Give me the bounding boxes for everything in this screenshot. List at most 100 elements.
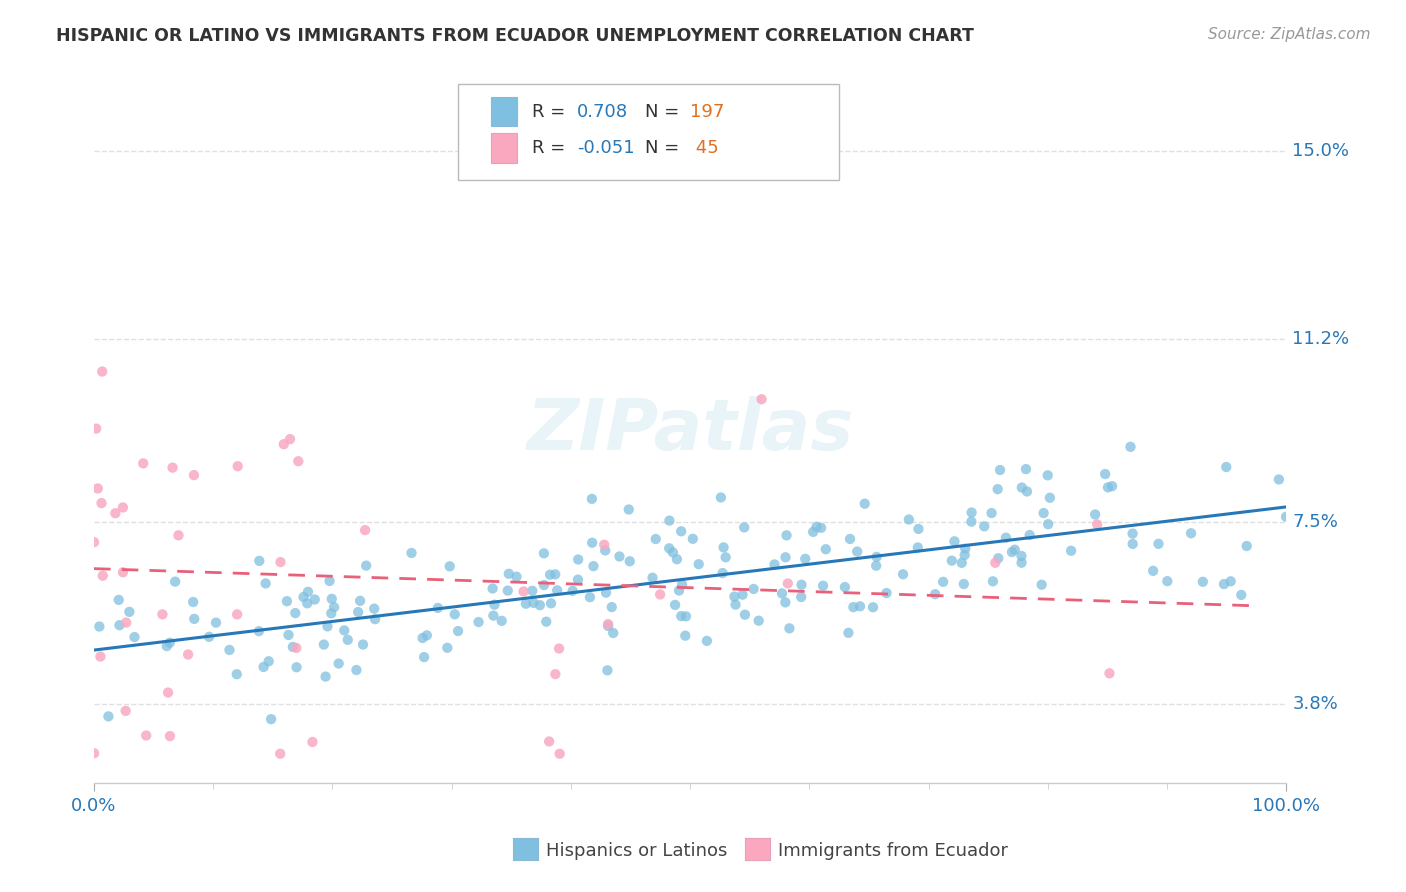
Point xyxy=(529,598,551,612)
Point xyxy=(401,546,423,560)
Point xyxy=(688,558,710,572)
Point xyxy=(118,605,141,619)
Point xyxy=(658,541,681,556)
Point xyxy=(770,586,793,600)
Point xyxy=(447,624,470,638)
Point xyxy=(481,582,503,596)
Text: R =: R = xyxy=(531,103,571,120)
Point xyxy=(669,609,692,624)
Text: 0.708: 0.708 xyxy=(576,103,628,120)
Point xyxy=(1084,508,1107,522)
Point xyxy=(994,531,1017,545)
Text: 15.0%: 15.0% xyxy=(1292,143,1350,161)
Point xyxy=(664,598,686,612)
Point xyxy=(711,566,734,580)
Point xyxy=(1192,574,1215,589)
Point xyxy=(1011,549,1033,563)
Point xyxy=(546,583,568,598)
Point xyxy=(97,709,120,723)
Point xyxy=(273,437,295,451)
Point xyxy=(849,599,872,614)
Point xyxy=(593,543,616,558)
Point xyxy=(790,577,813,591)
Point xyxy=(284,606,307,620)
Point xyxy=(1036,517,1059,532)
Point xyxy=(1268,473,1291,487)
Point xyxy=(602,626,624,640)
Point xyxy=(673,629,696,643)
Text: Hispanics or Latinos: Hispanics or Latinos xyxy=(546,842,727,860)
Point xyxy=(226,607,249,622)
Point xyxy=(321,591,343,606)
Point xyxy=(336,632,359,647)
Point xyxy=(987,482,1010,496)
Point xyxy=(218,643,240,657)
Point xyxy=(1275,509,1298,524)
Point xyxy=(257,654,280,668)
Point xyxy=(842,600,865,615)
Point xyxy=(794,552,817,566)
Point xyxy=(641,571,664,585)
Point xyxy=(742,582,765,596)
Point xyxy=(1219,574,1241,589)
Point xyxy=(733,520,755,534)
Point xyxy=(1011,556,1033,570)
Point xyxy=(907,541,929,555)
Point xyxy=(1031,577,1053,591)
Point xyxy=(512,584,534,599)
Point xyxy=(1236,539,1258,553)
Point xyxy=(1180,526,1202,541)
Point xyxy=(304,592,326,607)
Point xyxy=(114,704,136,718)
Point xyxy=(853,497,876,511)
Point xyxy=(1119,440,1142,454)
Point xyxy=(876,586,898,600)
Point xyxy=(496,583,519,598)
Point xyxy=(1098,666,1121,681)
Point xyxy=(159,729,181,743)
Point xyxy=(107,593,129,607)
Point xyxy=(953,548,976,562)
Point xyxy=(609,549,631,564)
Point xyxy=(1215,460,1237,475)
Point xyxy=(1018,528,1040,542)
Point xyxy=(316,619,339,633)
Point xyxy=(328,657,350,671)
Point xyxy=(932,574,955,589)
Point xyxy=(416,628,439,642)
Point xyxy=(90,496,112,510)
Point xyxy=(347,605,370,619)
Point xyxy=(907,522,929,536)
Point xyxy=(665,552,688,566)
Text: ZIPatlas: ZIPatlas xyxy=(526,396,853,465)
Point xyxy=(1094,467,1116,481)
Point xyxy=(943,534,966,549)
Point xyxy=(1101,479,1123,493)
Point xyxy=(731,588,754,602)
Point xyxy=(352,638,374,652)
Point xyxy=(801,524,824,539)
Point xyxy=(924,587,946,601)
Point xyxy=(1011,481,1033,495)
Text: 3.8%: 3.8% xyxy=(1292,696,1339,714)
Point xyxy=(579,591,602,605)
Point xyxy=(269,747,291,761)
Text: HISPANIC OR LATINO VS IMMIGRANTS FROM ECUADOR UNEMPLOYMENT CORRELATION CHART: HISPANIC OR LATINO VS IMMIGRANTS FROM EC… xyxy=(56,27,974,45)
Point xyxy=(426,601,449,615)
Point xyxy=(354,558,377,573)
Point xyxy=(648,587,671,601)
Point xyxy=(710,491,733,505)
Point xyxy=(439,559,461,574)
Point xyxy=(91,568,114,582)
Point xyxy=(581,491,603,506)
Point xyxy=(675,609,697,624)
Point xyxy=(278,432,301,446)
Text: R =: R = xyxy=(531,139,571,157)
Point xyxy=(955,541,977,556)
Point xyxy=(567,573,589,587)
Point xyxy=(891,567,914,582)
Point xyxy=(600,600,623,615)
Point xyxy=(1060,543,1083,558)
Point xyxy=(443,607,465,622)
Point xyxy=(790,590,813,604)
